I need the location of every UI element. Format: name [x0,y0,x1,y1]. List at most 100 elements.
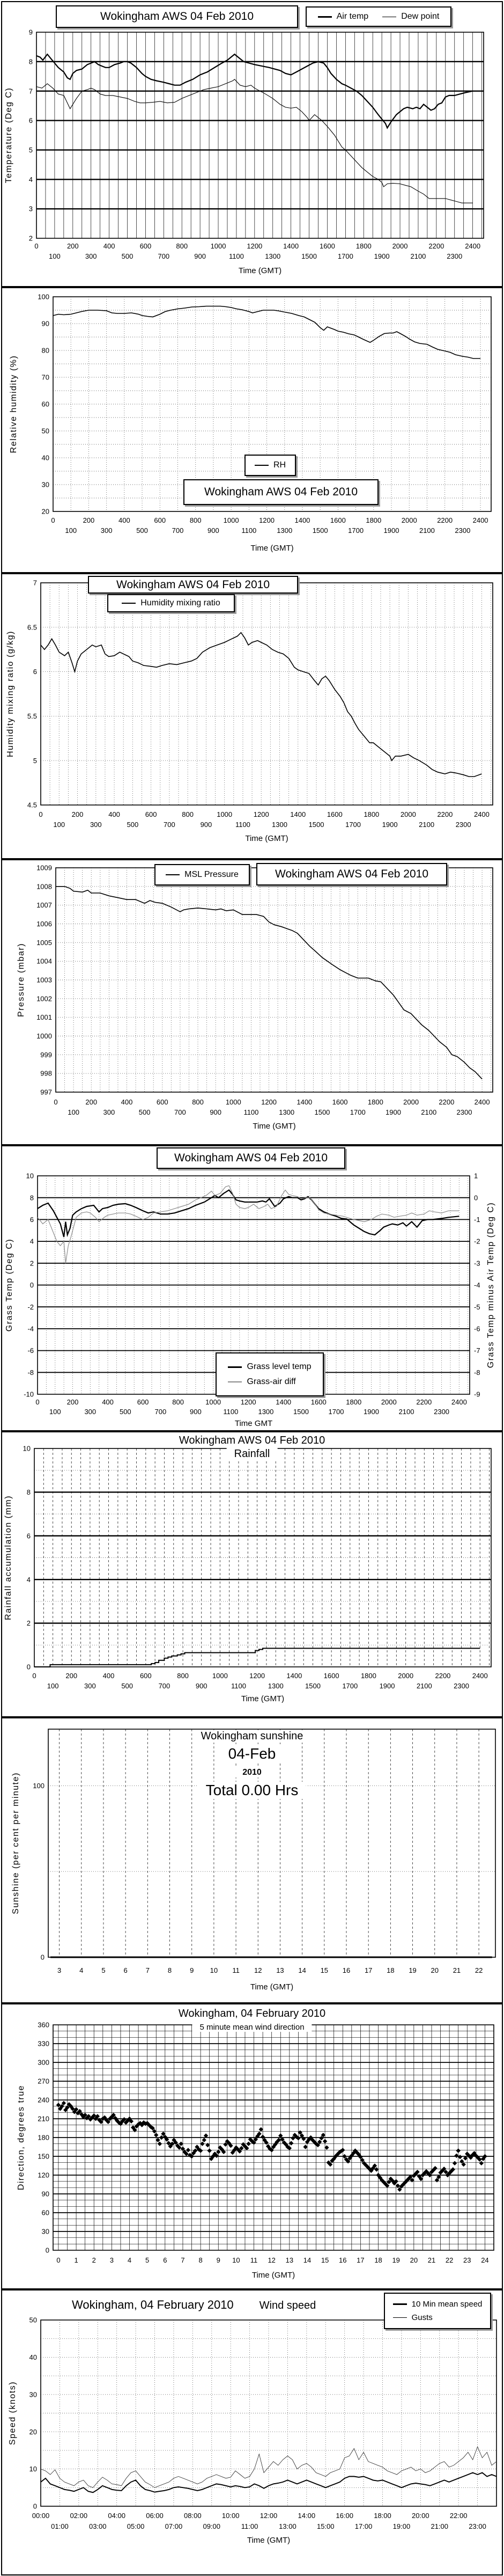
svg-text:18: 18 [387,1966,394,1974]
svg-text:15:00: 15:00 [317,2522,335,2530]
svg-text:7: 7 [146,1966,150,1974]
svg-text:21: 21 [453,1966,461,1974]
svg-text:4: 4 [79,1966,83,1974]
legend-label: Grass level temp [247,1362,312,1371]
svg-text:300: 300 [84,1682,96,1690]
svg-text:1700: 1700 [342,1682,358,1690]
svg-text:6: 6 [163,2256,167,2264]
legend-label: MSL Pressure [184,870,239,879]
svg-text:14: 14 [303,2256,311,2264]
svg-text:0: 0 [51,516,55,524]
svg-text:60: 60 [42,2209,49,2217]
svg-text:2000: 2000 [381,1398,397,1406]
svg-text:3: 3 [57,1966,61,1974]
chart-subtitle: Rainfall [226,1448,278,1460]
svg-text:200: 200 [83,516,95,524]
svg-text:Humidity mixing ratio (g/kg): Humidity mixing ratio (g/kg) [6,631,15,757]
svg-text:1800: 1800 [356,242,372,250]
svg-text:9: 9 [190,1966,194,1974]
svg-text:16: 16 [343,1966,350,1974]
svg-text:300: 300 [101,526,113,535]
sunshine-chart-panel: Wokingham sunshine 04-Feb 2010 Total 0.0… [1,1717,503,2003]
svg-text:12: 12 [268,2256,275,2264]
svg-text:240: 240 [38,2096,49,2104]
chart-title: Wokingham, 04 February 2010 [171,2008,333,2020]
svg-text:01:00: 01:00 [51,2522,69,2530]
svg-text:7: 7 [33,579,37,587]
svg-text:2400: 2400 [465,242,480,250]
svg-text:Time (GMT): Time (GMT) [250,544,293,553]
svg-text:24: 24 [481,2256,488,2264]
svg-text:0: 0 [46,2246,49,2255]
svg-text:300: 300 [84,1408,96,1416]
svg-text:1600: 1600 [332,1098,348,1106]
svg-text:100: 100 [47,1682,59,1690]
legend-item-dew-point: Dew point [382,12,439,21]
svg-text:1000: 1000 [212,1672,228,1680]
svg-text:700: 700 [154,1408,166,1416]
svg-text:1900: 1900 [384,526,399,535]
svg-text:1700: 1700 [350,1108,366,1116]
svg-text:11:00: 11:00 [241,2522,258,2530]
svg-text:Time (GMT): Time (GMT) [250,1982,293,1992]
svg-text:10: 10 [210,1966,218,1974]
svg-text:2400: 2400 [472,1672,488,1680]
svg-text:200: 200 [65,1672,77,1680]
svg-text:-7: -7 [474,1346,480,1355]
svg-text:07:00: 07:00 [165,2522,183,2530]
svg-text:1005: 1005 [36,939,52,947]
svg-text:22: 22 [446,2256,453,2264]
svg-text:Time (GMT): Time (GMT) [247,2536,290,2545]
svg-text:Time (GMT): Time (GMT) [253,1122,295,1131]
svg-text:1600: 1600 [327,810,343,818]
svg-text:1800: 1800 [368,1098,383,1106]
sunshine-date-label: 04-Feb [220,1745,284,1762]
svg-text:1100: 1100 [229,252,244,260]
legend-label: Air temp [336,12,369,21]
svg-text:2100: 2100 [410,252,426,260]
svg-text:7: 7 [181,2256,184,2264]
svg-text:1100: 1100 [223,1408,238,1416]
svg-text:120: 120 [38,2171,49,2179]
svg-text:500: 500 [120,1408,131,1416]
svg-text:600: 600 [157,1098,168,1106]
svg-text:18:00: 18:00 [374,2512,391,2520]
svg-text:1006: 1006 [36,920,52,928]
svg-text:8: 8 [30,1194,34,1202]
svg-text:900: 900 [196,1682,207,1690]
svg-text:1800: 1800 [366,516,381,524]
svg-text:12: 12 [254,1966,262,1974]
svg-text:40: 40 [42,454,49,462]
svg-text:19: 19 [392,2256,399,2264]
svg-text:-6: -6 [474,1324,480,1333]
svg-text:-6: -6 [27,1346,34,1355]
grass-level-temp-line-swatch [228,1366,242,1368]
svg-text:2300: 2300 [455,526,470,535]
legend-item-grass-level-temp: Grass level temp [228,1362,312,1372]
svg-text:17: 17 [365,1966,372,1974]
svg-text:0: 0 [474,1194,478,1202]
svg-text:6.5: 6.5 [27,623,37,631]
svg-text:4.5: 4.5 [27,801,37,809]
svg-text:400: 400 [121,1098,133,1106]
grass-legend: Grass level temp Grass-air diff [216,1352,324,1396]
svg-text:1800: 1800 [361,1672,376,1680]
grass-temperature-chart-panel: Wokingham AWS 04 Feb 2010 Grass level te… [1,1145,503,1431]
svg-text:2000: 2000 [401,810,416,818]
svg-text:1900: 1900 [380,1682,395,1690]
svg-text:-5: -5 [474,1303,480,1311]
svg-text:0: 0 [41,1953,45,1962]
svg-text:1: 1 [74,2256,78,2264]
svg-text:900: 900 [194,252,206,260]
svg-text:400: 400 [103,1672,115,1680]
chart-subtitle: Wind speed [259,2300,316,2311]
svg-text:700: 700 [159,1682,171,1690]
svg-text:0: 0 [56,2256,60,2264]
svg-text:1200: 1200 [261,1098,277,1106]
msl-pressure-line-swatch [166,874,180,875]
svg-text:2200: 2200 [428,242,444,250]
svg-text:1500: 1500 [301,252,317,260]
temperature-legend: Air temp Dew point [306,6,451,27]
chart-title: Wokingham, 04 February 2010 [72,2298,234,2311]
